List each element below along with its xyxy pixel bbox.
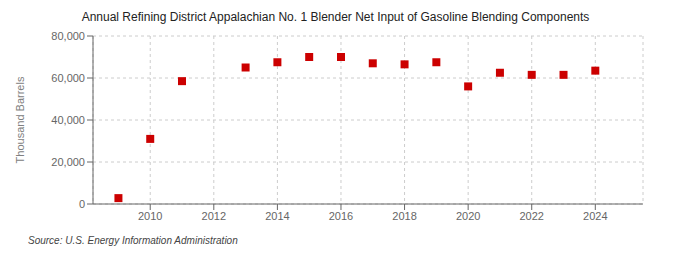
html-text:Annual Refining District Appal: Annual Refining District Appalachian No.… — [81, 10, 590, 24]
svg-text:2024: 2024 — [583, 210, 607, 222]
svg-text:80,000: 80,000 — [51, 30, 85, 42]
svg-text:2014: 2014 — [265, 210, 289, 222]
svg-text:60,000: 60,000 — [51, 72, 85, 84]
svg-text:0: 0 — [79, 198, 85, 210]
svg-text:2018: 2018 — [392, 210, 416, 222]
svg-text:2016: 2016 — [329, 210, 353, 222]
svg-text:Thousand Barrels: Thousand Barrels — [14, 76, 26, 163]
svg-text:2022: 2022 — [519, 210, 543, 222]
svg-text:2012: 2012 — [202, 210, 226, 222]
svg-text:20,000: 20,000 — [51, 156, 85, 168]
html-text:Source: U.S. Energy Informatio: Source: U.S. Energy Information Administ… — [28, 235, 238, 246]
svg-text:40,000: 40,000 — [51, 114, 85, 126]
svg-text:2020: 2020 — [456, 210, 480, 222]
svg-text:2010: 2010 — [138, 210, 162, 222]
